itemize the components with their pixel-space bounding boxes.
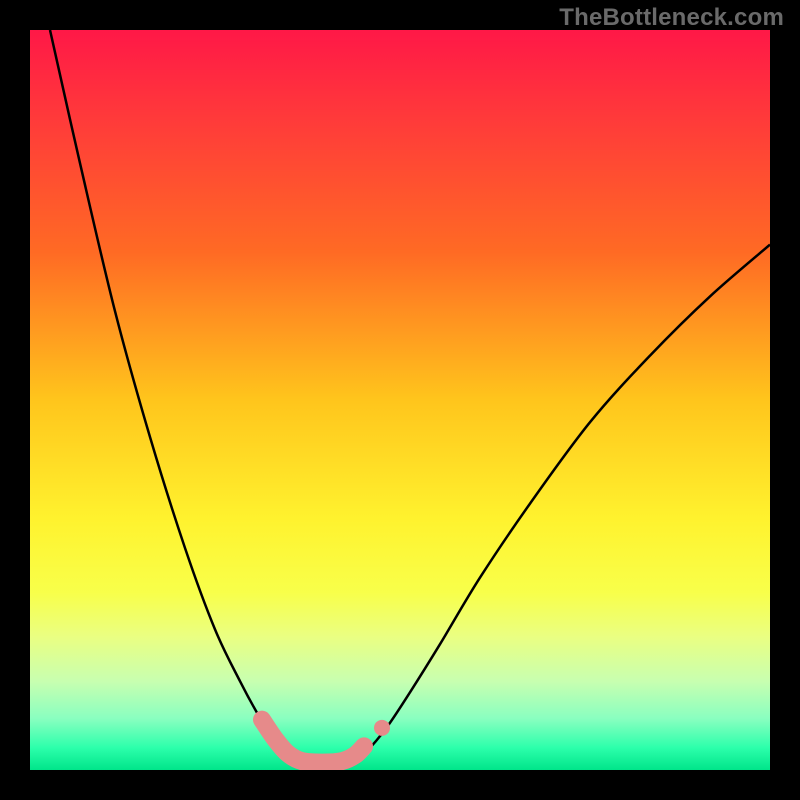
bottleneck-chart	[30, 30, 770, 770]
watermark-text: TheBottleneck.com	[559, 4, 784, 32]
worm-dot	[374, 720, 390, 736]
gradient-background	[30, 30, 770, 770]
chart-frame: TheBottleneck.com	[0, 0, 800, 800]
